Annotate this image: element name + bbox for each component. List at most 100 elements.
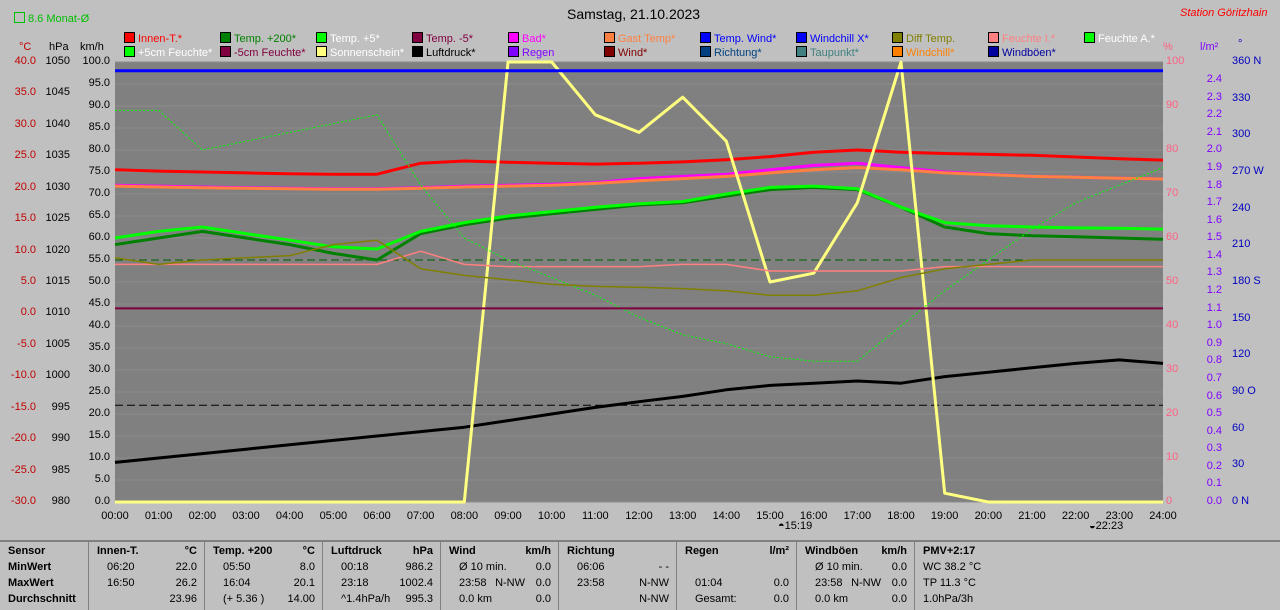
- table-cell-time: 06:06: [577, 561, 605, 573]
- kmh-tick: 40.0: [88, 319, 110, 331]
- dir-tick: 240: [1232, 201, 1251, 214]
- lm2-tick: 1.8: [1206, 178, 1222, 191]
- time-tick: 06:00: [363, 510, 391, 522]
- legend-item[interactable]: Feuchte I.*: [988, 32, 1055, 45]
- legend-label: Taupunkt*: [810, 47, 859, 59]
- legend-item[interactable]: Gast Temp*: [604, 32, 676, 45]
- time-tick: 13:00: [668, 510, 697, 522]
- kmh-tick: 85.0: [88, 121, 110, 133]
- lm2-tick: 2.3: [1206, 90, 1222, 103]
- hpa-tick: 1035: [45, 149, 70, 162]
- kmh-tick: 75.0: [88, 165, 110, 177]
- legend-item[interactable]: Temp. +200*: [220, 32, 297, 45]
- lm2-tick: 1.2: [1206, 284, 1222, 296]
- table-cell-direction: N-NW: [495, 577, 525, 589]
- legend-item[interactable]: Regen: [508, 46, 554, 59]
- kmh-tick: 0.0: [94, 495, 110, 507]
- table-cell-value: 995.3: [405, 593, 433, 605]
- column-title: Windböen: [805, 545, 859, 557]
- series-line-feuchte-a: [115, 109, 1164, 362]
- column-title: Sensor: [8, 545, 46, 557]
- table-column: Wind km/h Ø 10 min. 0.0 23:58 N-NW 0.0 0.0 km 0.…: [440, 542, 559, 610]
- time-tick: 08:00: [450, 510, 479, 522]
- temp-tick: 25.0: [14, 149, 36, 162]
- time-tick: 05:00: [319, 510, 348, 522]
- legend-item[interactable]: Richtung*: [700, 46, 762, 59]
- legend-item[interactable]: +5cm Feuchte*: [124, 46, 212, 59]
- column-title: Richtung: [567, 545, 615, 557]
- time-tick: 09:00: [494, 510, 522, 522]
- kmh-axis-unit: km/h: [80, 41, 104, 53]
- legend-swatch: [220, 32, 231, 43]
- legend-item[interactable]: -5cm Feuchte*: [220, 46, 306, 59]
- hpa-tick: 985: [51, 463, 70, 476]
- legend-label: Temp. +5*: [330, 33, 380, 45]
- legend-item[interactable]: Temp. Wind*: [700, 32, 776, 45]
- dir-tick: 90 O: [1232, 385, 1256, 397]
- month-average-indicator[interactable]: 8.6 Monat-Ø: [14, 12, 89, 25]
- legend-item[interactable]: Feuchte A.*: [1084, 32, 1155, 45]
- time-tick: 23:00: [1105, 510, 1134, 522]
- legend-item[interactable]: Innen-T.*: [124, 32, 182, 45]
- pct-tick: 90: [1166, 99, 1179, 111]
- dir-tick: 210: [1232, 238, 1251, 251]
- time-tick: 18:00: [887, 510, 915, 522]
- legend-label: Feuchte A.*: [1098, 33, 1155, 45]
- temp-tick: -10.0: [10, 369, 36, 382]
- time-tick: 11:00: [581, 510, 609, 522]
- legend-label: Temp. +200*: [234, 33, 297, 45]
- legend-item[interactable]: Wind*: [604, 46, 647, 59]
- legend-item[interactable]: Luftdruck*: [412, 46, 476, 59]
- table-column: Temp. +200 °C 05:50 8.0 16:04 20.1 (+ 5.36 ) 14…: [204, 542, 323, 610]
- dir-tick: 300: [1232, 128, 1251, 141]
- legend-item[interactable]: Temp. +5*: [316, 32, 380, 45]
- legend-item[interactable]: Windböen*: [988, 46, 1056, 59]
- table-cell-time: Ø 10 min.: [815, 561, 863, 573]
- table-column: Innen-T. °C 06:20 22.0 16:50 26.2 23.96: [88, 542, 205, 610]
- dir-tick: 30: [1232, 458, 1245, 471]
- legend-item[interactable]: Taupunkt*: [796, 46, 859, 59]
- kmh-tick: 20.0: [88, 407, 110, 419]
- row-label: MaxWert: [8, 577, 54, 589]
- legend-label: Windchill X*: [810, 33, 869, 45]
- lm2-tick: 0.4: [1206, 424, 1222, 437]
- time-tick: 03:00: [232, 510, 260, 522]
- lm2-tick: 0.9: [1206, 336, 1222, 349]
- legend-item[interactable]: Temp. -5*: [412, 32, 473, 45]
- legend-label: Windchill*: [906, 47, 955, 59]
- legend-item[interactable]: Bad*: [508, 32, 546, 45]
- legend-item[interactable]: Windchill X*: [796, 32, 869, 45]
- legend-label: Gast Temp*: [618, 33, 676, 45]
- kmh-tick: 25.0: [88, 385, 110, 397]
- time-tick: 00:00: [101, 510, 129, 522]
- moonrise-marker: ◒22:23: [1089, 520, 1123, 532]
- lm2-axis-unit: l/m²: [1200, 41, 1219, 53]
- legend-item[interactable]: Sonnenschein*: [316, 46, 404, 59]
- lm2-tick: 1.6: [1206, 213, 1222, 226]
- lm2-tick: 1.0: [1206, 319, 1222, 332]
- legend-swatch: [412, 46, 423, 57]
- pct-tick: 80: [1166, 143, 1179, 155]
- temp-tick: -15.0: [10, 400, 36, 413]
- temp-tick: 15.0: [14, 212, 36, 225]
- temp-tick: 5.0: [20, 275, 36, 287]
- sunrise-time: 15:19: [784, 520, 813, 532]
- table-cell-value: 0.0: [535, 561, 551, 573]
- time-tick: 20:00: [974, 510, 1003, 522]
- legend-item[interactable]: Windchill*: [892, 46, 955, 59]
- legend-item[interactable]: Diff Temp.: [892, 32, 956, 45]
- series-line-gast-temp: [114, 166, 1164, 191]
- legend-label: Diff Temp.: [906, 33, 956, 45]
- kmh-tick: 80.0: [88, 143, 110, 155]
- series-line-innen-t: [114, 148, 1164, 176]
- table-cell-time: (+ 5.36 ): [223, 593, 265, 605]
- table-cell-time: WC 38.2 °C: [923, 561, 982, 573]
- weather-chart: Samstag, 21.10.2023 Station Göritzhain 8…: [10, 6, 1268, 532]
- lm2-tick: 0.1: [1206, 477, 1222, 490]
- kmh-tick: 90.0: [88, 99, 110, 111]
- statistics-table: Sensor MinWert MaxWert Durchschnitt Innen-T.…: [0, 540, 1280, 610]
- legend-label: Richtung*: [714, 47, 762, 59]
- legend-swatch: [988, 32, 999, 43]
- table-cell-time: 05:50: [223, 561, 251, 573]
- hpa-tick: 1040: [45, 117, 70, 130]
